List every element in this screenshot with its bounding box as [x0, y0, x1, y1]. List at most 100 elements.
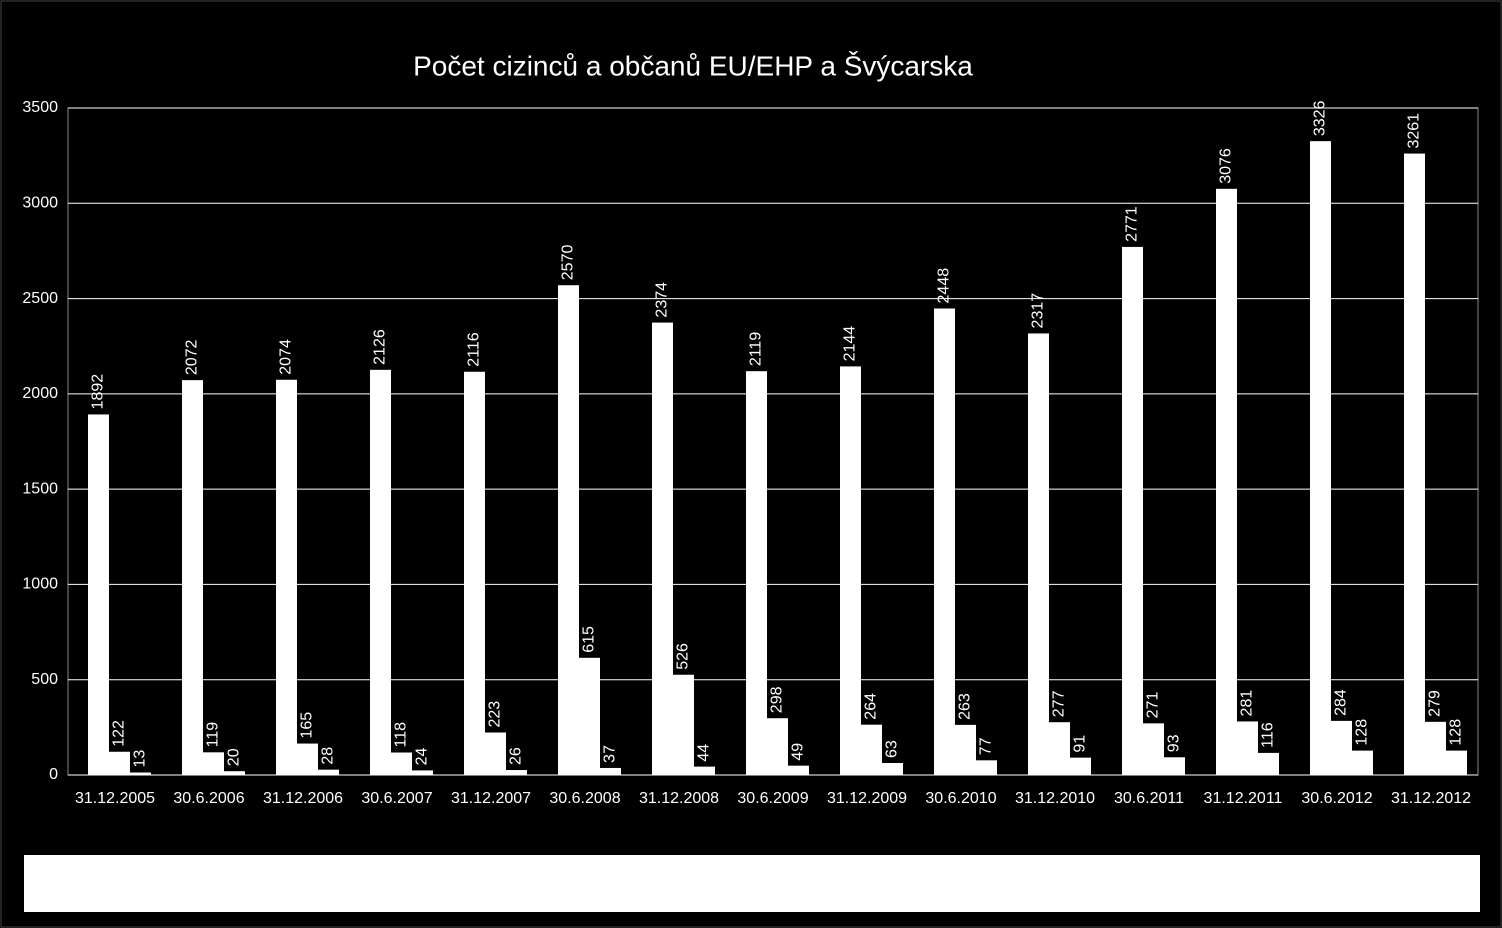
data-label: 93 — [1166, 734, 1183, 752]
bar — [600, 767, 621, 775]
bar — [767, 718, 788, 775]
bar — [370, 369, 391, 775]
data-label: 264 — [863, 693, 880, 720]
bar — [861, 724, 882, 775]
data-label: 2072 — [184, 339, 201, 375]
bar — [1331, 720, 1352, 775]
y-tick-label: 3500 — [22, 99, 58, 116]
data-label: 63 — [884, 740, 901, 758]
data-label: 28 — [320, 747, 337, 765]
bar — [673, 674, 694, 775]
bar — [788, 765, 809, 775]
bar — [694, 766, 715, 775]
data-label: 26 — [508, 747, 525, 765]
bar — [412, 770, 433, 775]
data-label: 3261 — [1406, 113, 1423, 149]
x-tick-label: 31.12.2006 — [263, 790, 343, 807]
data-label: 2771 — [1124, 206, 1141, 242]
bar — [1310, 141, 1331, 775]
bar — [88, 414, 109, 775]
bar — [1446, 750, 1467, 775]
data-label: 122 — [111, 720, 128, 747]
data-label: 263 — [957, 693, 974, 720]
bar — [1122, 246, 1143, 775]
y-tick-label: 2500 — [22, 290, 58, 307]
bar — [1164, 757, 1185, 775]
bar — [485, 732, 506, 775]
y-tick-label: 3000 — [22, 195, 58, 212]
data-label: 2448 — [936, 268, 953, 304]
bar — [840, 366, 861, 775]
data-label: 2570 — [560, 245, 577, 281]
data-label: 24 — [414, 748, 431, 766]
data-label: 49 — [790, 743, 807, 761]
x-tick-label: 30.6.2010 — [925, 790, 996, 807]
x-tick-label: 31.12.2011 — [1204, 790, 1283, 807]
data-label: 2119 — [748, 332, 765, 367]
data-label: 165 — [299, 712, 316, 739]
data-label: 13 — [132, 750, 149, 768]
data-label: 128 — [1354, 719, 1371, 746]
data-label: 277 — [1051, 690, 1068, 717]
data-label: 1892 — [90, 374, 107, 410]
data-label: 615 — [581, 626, 598, 653]
bar — [276, 379, 297, 775]
bar — [1352, 750, 1373, 775]
bar — [579, 657, 600, 775]
chart-title: Počet cizinců a občanů EU/EHP a Švýcarsk… — [413, 50, 973, 81]
y-tick-label: 1000 — [22, 576, 58, 593]
bar — [1425, 721, 1446, 775]
bar — [1049, 722, 1070, 775]
bar — [1237, 721, 1258, 775]
bar — [1258, 752, 1279, 775]
bar — [1028, 333, 1049, 775]
bar — [1143, 723, 1164, 775]
data-label: 128 — [1448, 719, 1465, 746]
data-label: 119 — [205, 722, 222, 748]
x-tick-label: 31.12.2012 — [1391, 790, 1471, 807]
data-label: 2116 — [466, 332, 483, 367]
x-tick-label: 30.6.2007 — [361, 790, 432, 807]
bar — [224, 771, 245, 775]
data-label: 284 — [1333, 689, 1350, 716]
bar — [130, 772, 151, 775]
bar — [976, 760, 997, 775]
y-tick-label: 2000 — [22, 385, 58, 402]
data-label: 91 — [1072, 735, 1089, 753]
bar — [1404, 153, 1425, 775]
x-tick-label: 30.6.2006 — [173, 790, 244, 807]
data-label: 3076 — [1218, 148, 1235, 184]
data-label: 44 — [696, 744, 713, 762]
data-label: 2374 — [654, 282, 671, 318]
data-label: 2317 — [1030, 293, 1047, 329]
data-label: 118 — [393, 722, 410, 748]
data-label: 2074 — [278, 339, 295, 375]
bar — [297, 743, 318, 775]
data-label: 37 — [602, 745, 619, 763]
x-tick-label: 30.6.2009 — [737, 790, 808, 807]
bar — [934, 308, 955, 775]
x-tick-label: 30.6.2008 — [549, 790, 620, 807]
bar — [558, 285, 579, 775]
bar — [652, 322, 673, 775]
x-tick-label: 31.12.2009 — [827, 790, 907, 807]
bar — [1070, 757, 1091, 775]
x-tick-label: 30.6.2011 — [1114, 790, 1184, 807]
bar — [391, 752, 412, 775]
bar — [182, 380, 203, 775]
data-label: 279 — [1427, 690, 1444, 717]
data-label: 298 — [769, 686, 786, 713]
data-label: 3326 — [1312, 100, 1329, 136]
bar — [318, 769, 339, 775]
data-label: 116 — [1260, 722, 1277, 748]
y-tick-label: 0 — [49, 766, 58, 783]
data-label: 281 — [1239, 690, 1256, 717]
bar — [882, 762, 903, 775]
x-tick-label: 31.12.2005 — [75, 790, 155, 807]
data-label: 77 — [978, 737, 995, 755]
bar — [203, 752, 224, 775]
data-label: 20 — [226, 748, 243, 766]
x-tick-label: 31.12.2008 — [639, 790, 719, 807]
bar — [955, 724, 976, 775]
y-tick-label: 1500 — [22, 480, 58, 497]
